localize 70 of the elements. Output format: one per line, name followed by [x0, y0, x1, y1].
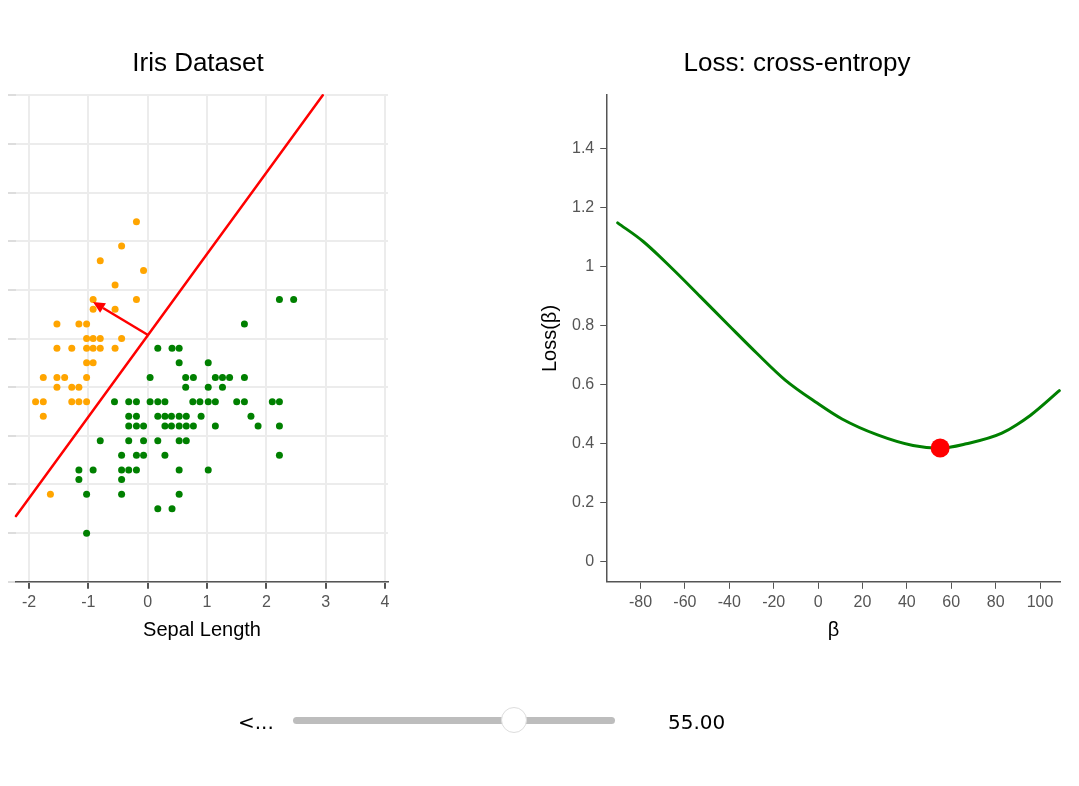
point	[75, 398, 83, 406]
point	[68, 398, 76, 406]
point	[83, 335, 91, 342]
point	[132, 296, 140, 304]
point	[53, 383, 61, 391]
y-axis-title: Loss(β)	[537, 304, 560, 373]
x-tick-label: -80	[628, 592, 653, 610]
point	[89, 296, 97, 304]
x-axis-title: β	[827, 617, 840, 640]
x-tick-label: 2	[261, 592, 271, 610]
point	[39, 412, 47, 420]
y-tick-label: 0	[585, 551, 595, 569]
point	[68, 383, 76, 391]
point	[118, 242, 126, 250]
point	[140, 266, 148, 274]
point	[39, 398, 47, 406]
x-tick-label: -60	[673, 592, 697, 610]
point	[96, 344, 104, 352]
x-tick-label: -40	[717, 592, 741, 610]
x-tick-label: -2	[21, 592, 37, 610]
point	[111, 305, 119, 313]
point	[111, 281, 119, 289]
point	[111, 344, 119, 352]
x-tick-label: 40	[897, 592, 916, 610]
point	[83, 320, 91, 328]
y-tick-label: 0.2	[571, 492, 595, 510]
point	[89, 359, 97, 367]
point	[89, 335, 97, 342]
y-tick-label: 0.6	[571, 374, 595, 392]
y-tick-label: 0.4	[571, 433, 595, 451]
x-tick-label: 1	[202, 592, 212, 610]
x-tick-label: -20	[762, 592, 786, 610]
point	[75, 383, 83, 391]
x-tick-label: 80	[986, 592, 1005, 610]
x-tick-label: -1	[81, 592, 96, 610]
x-tick-label: 3	[321, 592, 331, 610]
x-tick-label: 100	[1026, 592, 1054, 610]
chart-title: Loss: cross-entropy	[683, 46, 911, 77]
text: <...	[238, 710, 274, 734]
y-tick-label: 0.8	[571, 315, 595, 333]
point	[96, 257, 104, 265]
x-tick-label: 20	[853, 592, 872, 610]
x-tick-label: 60	[942, 592, 961, 610]
x-tick-label: 0	[813, 592, 823, 610]
x-tick-label: 4	[380, 592, 390, 610]
point	[39, 373, 47, 381]
point	[89, 344, 97, 352]
point	[61, 373, 69, 381]
x-tick-label: 0	[143, 592, 153, 610]
y-tick-label: 1.2	[571, 197, 595, 215]
point	[53, 344, 61, 352]
point	[83, 398, 91, 406]
point	[89, 305, 97, 313]
y-tick-label: 1	[585, 256, 595, 274]
point	[83, 344, 91, 352]
point	[118, 335, 126, 342]
point	[96, 335, 104, 342]
point	[132, 218, 140, 226]
y-tick-label: 1.4	[571, 138, 595, 156]
point	[53, 373, 61, 381]
point	[75, 320, 83, 328]
point	[53, 320, 61, 328]
point	[83, 373, 91, 381]
point	[68, 344, 76, 352]
point	[83, 359, 91, 367]
point	[46, 490, 54, 498]
chart-title: Iris Dataset	[132, 46, 265, 77]
text: 55.00	[668, 710, 726, 734]
x-axis-title: Sepal Length	[143, 617, 261, 640]
point	[32, 398, 40, 406]
